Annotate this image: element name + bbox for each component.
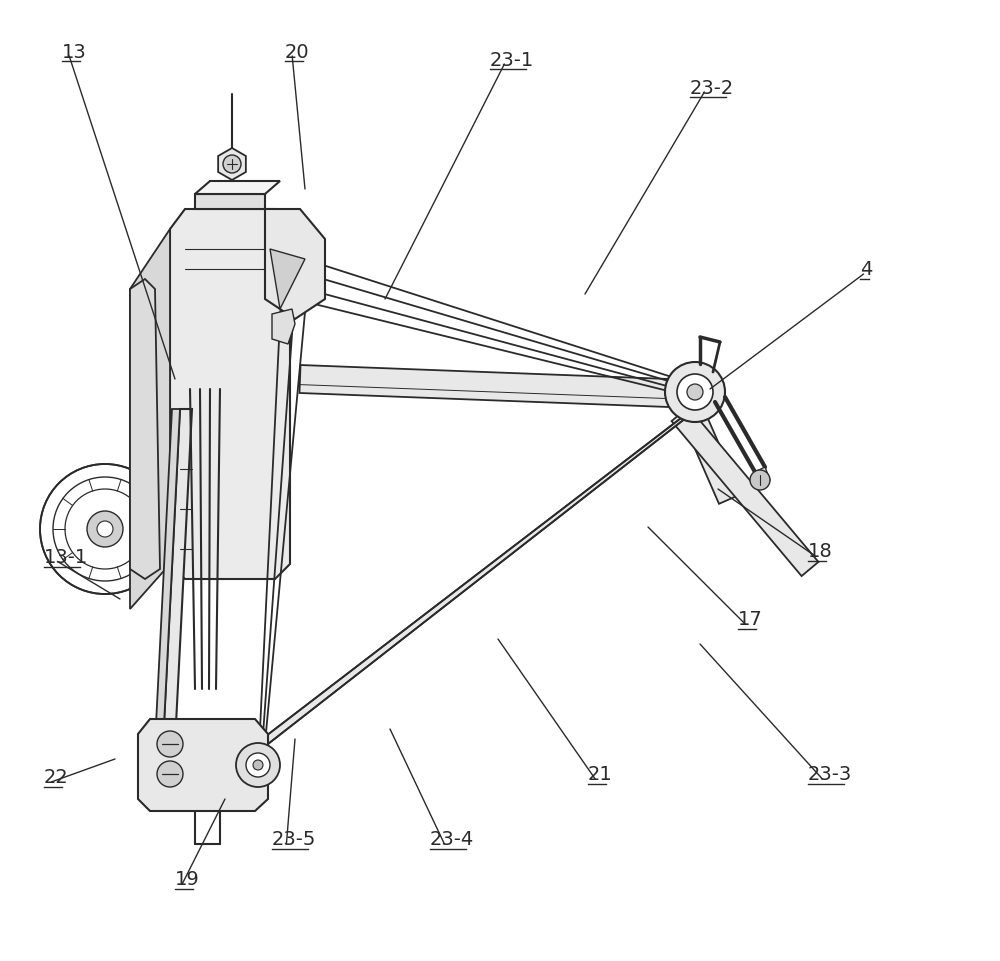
Text: 17: 17 bbox=[738, 610, 763, 628]
Polygon shape bbox=[270, 250, 305, 309]
Polygon shape bbox=[130, 230, 170, 609]
Text: 21: 21 bbox=[588, 765, 613, 783]
Polygon shape bbox=[755, 467, 770, 485]
Polygon shape bbox=[138, 719, 268, 811]
Circle shape bbox=[246, 753, 270, 777]
Text: 23-1: 23-1 bbox=[490, 50, 534, 69]
Circle shape bbox=[223, 156, 241, 174]
Text: 23-3: 23-3 bbox=[808, 765, 852, 783]
Polygon shape bbox=[130, 280, 160, 579]
Text: 13-1: 13-1 bbox=[44, 548, 88, 567]
Polygon shape bbox=[195, 182, 280, 195]
Circle shape bbox=[157, 761, 183, 787]
Polygon shape bbox=[299, 365, 696, 408]
Polygon shape bbox=[265, 209, 325, 320]
Polygon shape bbox=[155, 409, 180, 744]
Circle shape bbox=[253, 760, 263, 770]
Polygon shape bbox=[272, 309, 295, 345]
Text: 23-2: 23-2 bbox=[690, 79, 734, 97]
Circle shape bbox=[236, 743, 280, 787]
Circle shape bbox=[687, 384, 703, 401]
Text: 23-4: 23-4 bbox=[430, 829, 474, 849]
Polygon shape bbox=[218, 149, 246, 181]
Circle shape bbox=[97, 522, 113, 537]
Polygon shape bbox=[163, 409, 192, 744]
Circle shape bbox=[40, 464, 170, 595]
Circle shape bbox=[665, 362, 725, 423]
Polygon shape bbox=[195, 195, 265, 209]
Text: 19: 19 bbox=[175, 870, 200, 889]
Polygon shape bbox=[672, 407, 818, 577]
Text: 20: 20 bbox=[285, 42, 310, 62]
Polygon shape bbox=[249, 407, 700, 750]
Text: 18: 18 bbox=[808, 542, 833, 561]
Circle shape bbox=[157, 731, 183, 757]
Circle shape bbox=[750, 471, 770, 490]
Text: 22: 22 bbox=[44, 768, 69, 787]
Circle shape bbox=[677, 375, 713, 410]
Text: 13: 13 bbox=[62, 42, 87, 62]
Circle shape bbox=[87, 511, 123, 548]
Polygon shape bbox=[684, 415, 741, 505]
Polygon shape bbox=[170, 209, 290, 579]
Text: 23-5: 23-5 bbox=[272, 829, 316, 849]
Text: 4: 4 bbox=[860, 260, 872, 280]
